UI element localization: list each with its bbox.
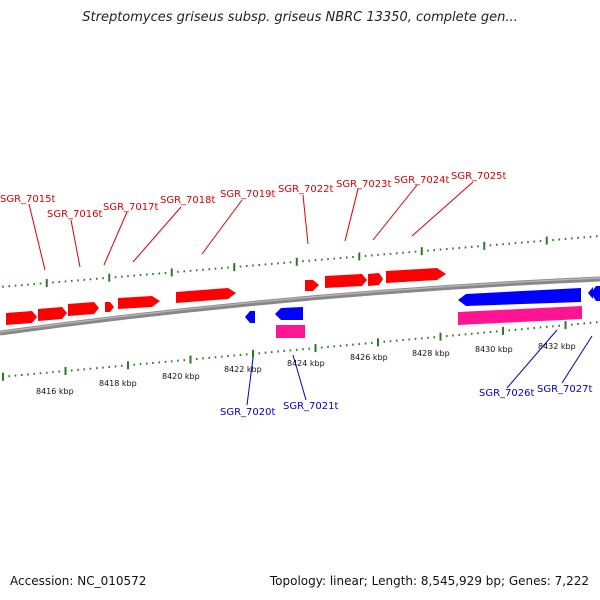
accession-label: Accession: NC_010572 <box>10 574 147 588</box>
upper-scale-ticks <box>2 235 598 288</box>
gene-label[interactable]: SGR_7023t <box>336 179 391 190</box>
scale-label: 8430 kbp <box>475 345 513 354</box>
gene-label[interactable]: SGR_7019t <box>220 189 275 200</box>
gene-arrow[interactable] <box>305 280 319 291</box>
gene-arrow[interactable] <box>588 287 593 299</box>
gene-label[interactable]: SGR_7017t <box>103 202 158 213</box>
gene-label[interactable]: SGR_7024t <box>394 175 449 186</box>
gene-arrow[interactable] <box>386 268 446 283</box>
scale-label: 8432 kbp <box>538 342 576 351</box>
gene-label[interactable]: SGR_7020t <box>220 407 275 418</box>
lower-scale-ticks <box>2 321 598 381</box>
gene-label[interactable]: SGR_7022t <box>278 184 333 195</box>
scale-label: 8426 kbp <box>350 353 388 362</box>
genome-backbone <box>0 276 600 336</box>
gene-arrow[interactable] <box>275 307 303 320</box>
gene-label[interactable]: SGR_7016t <box>47 209 102 220</box>
gene-arrow[interactable] <box>105 302 114 312</box>
scale-label: 8424 kbp <box>287 359 325 368</box>
gene-arrow[interactable] <box>458 288 581 306</box>
gene-arrow[interactable] <box>325 274 367 288</box>
trna-bar[interactable] <box>276 325 305 338</box>
gene-label[interactable]: SGR_7021t <box>283 401 338 412</box>
scale-label: 8420 kbp <box>162 372 200 381</box>
gene-arrow[interactable] <box>591 286 600 301</box>
scale-label: 8418 kbp <box>99 379 137 388</box>
gene-label[interactable]: SGR_7025t <box>451 171 506 182</box>
minus-label-connectors <box>246 329 593 406</box>
gene-arrow[interactable] <box>118 296 160 309</box>
scale-label: 8428 kbp <box>412 349 450 358</box>
scale-label: 8416 kbp <box>36 387 74 396</box>
genome-summary: Topology: linear; Length: 8,545,929 bp; … <box>269 574 589 588</box>
gene-arrow[interactable] <box>38 307 67 321</box>
gene-label[interactable]: SGR_7015t <box>0 194 55 205</box>
gene-arrow[interactable] <box>176 288 236 303</box>
scale-label: 8422 kbp <box>224 365 262 374</box>
genome-title: Streptomyces griseus subsp. griseus NBRC… <box>82 10 518 25</box>
gene-label[interactable]: SGR_7026t <box>479 388 534 399</box>
gene-arrow[interactable] <box>6 311 37 325</box>
gene-arrow[interactable] <box>68 302 99 316</box>
gene-arrow[interactable] <box>245 311 255 323</box>
gene-label[interactable]: SGR_7027t <box>537 384 592 395</box>
genome-backbone-highlight <box>0 277 600 333</box>
trna-bar[interactable] <box>458 306 582 325</box>
gene-arrow[interactable] <box>368 273 383 286</box>
gene-label[interactable]: SGR_7018t <box>160 195 215 206</box>
plus-label-connectors <box>28 181 474 271</box>
